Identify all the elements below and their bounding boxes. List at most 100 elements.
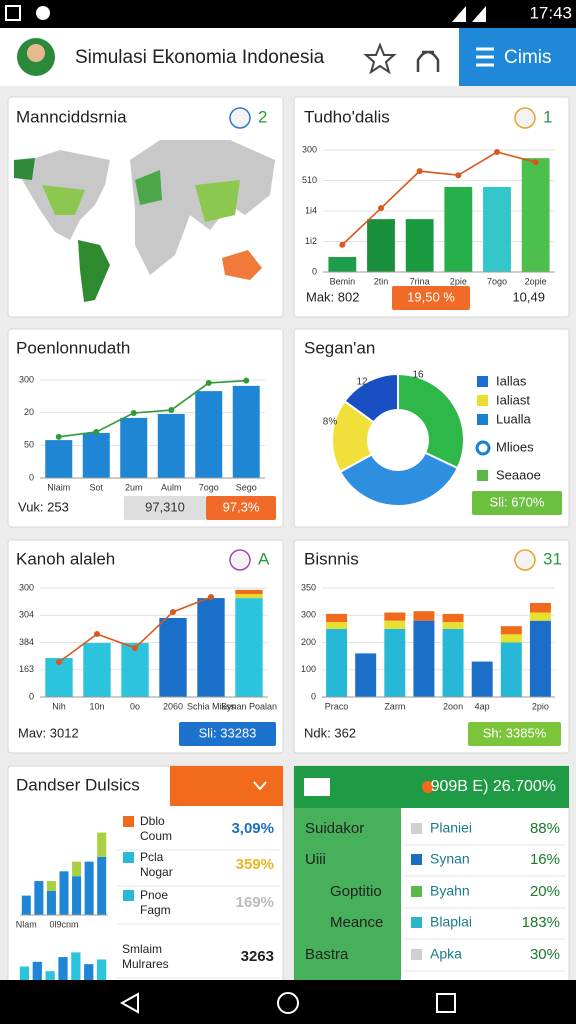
badge: 31 bbox=[543, 549, 562, 568]
dropdown[interactable] bbox=[170, 766, 283, 806]
back-button[interactable] bbox=[119, 992, 139, 1014]
badge-icon bbox=[514, 107, 536, 129]
side-label: Uiii bbox=[305, 851, 326, 868]
list-value: 3263 bbox=[241, 948, 274, 965]
row-value: 16% bbox=[530, 851, 560, 868]
footer-label: Ndk: 362 bbox=[304, 725, 356, 740]
pill bbox=[392, 286, 470, 310]
y-tick-label: 20 bbox=[24, 407, 34, 417]
bar bbox=[32, 961, 42, 990]
region bbox=[78, 240, 110, 302]
region bbox=[222, 250, 262, 280]
region bbox=[14, 158, 35, 180]
side-column bbox=[294, 808, 401, 988]
recents-button[interactable] bbox=[436, 993, 456, 1013]
y-tick-label: 100 bbox=[301, 664, 316, 674]
row-marker bbox=[411, 823, 422, 834]
bar bbox=[529, 612, 551, 621]
row-label: Blaplai bbox=[430, 914, 472, 930]
x-tick-label: Bemin bbox=[330, 276, 356, 286]
list-label: Mulrares bbox=[122, 957, 169, 971]
trend-point bbox=[170, 608, 176, 615]
bar bbox=[500, 642, 522, 697]
slice-label: 12 bbox=[356, 377, 368, 388]
star-icon[interactable] bbox=[363, 42, 397, 75]
bar bbox=[82, 432, 110, 478]
y-tick-label: 1i4 bbox=[305, 205, 317, 215]
y-tick-label: 300 bbox=[19, 582, 34, 592]
legend-marker bbox=[477, 414, 488, 425]
app-title: Simulasi Ekonomia Indonesia bbox=[75, 47, 325, 68]
world-map bbox=[14, 140, 275, 302]
pill-label: 97,310 bbox=[145, 499, 185, 514]
card-title: Dandser Dulsics bbox=[16, 775, 140, 794]
y-tick-label: 350 bbox=[301, 582, 316, 592]
legend-label: Iallas bbox=[496, 373, 527, 388]
list-marker bbox=[123, 852, 134, 863]
row-value: 30% bbox=[530, 946, 560, 963]
home-button[interactable] bbox=[277, 992, 299, 1014]
status-bar bbox=[0, 0, 576, 28]
card-title: Mannciddsrnia bbox=[16, 107, 127, 126]
bar bbox=[46, 890, 56, 915]
list-label: Pnoe bbox=[140, 888, 168, 902]
table-header-label: 909B E) 26.700% bbox=[431, 778, 556, 795]
donut-slice bbox=[397, 372, 465, 470]
row-marker bbox=[411, 917, 422, 928]
row-label: Synan bbox=[430, 851, 470, 867]
bar bbox=[72, 876, 82, 915]
trend-point bbox=[339, 241, 346, 248]
list-label: Pcla bbox=[140, 850, 164, 864]
menu-icon bbox=[476, 47, 494, 67]
badge: 2 bbox=[258, 107, 267, 126]
x-tick-label: 7ogo bbox=[487, 276, 507, 286]
bar bbox=[471, 661, 493, 697]
legend-label: Seaaoe bbox=[496, 467, 541, 482]
pill bbox=[179, 722, 276, 746]
y-tick-label: 510 bbox=[302, 175, 317, 185]
trend-point bbox=[130, 409, 137, 416]
region bbox=[195, 180, 240, 222]
profile-icon[interactable] bbox=[416, 50, 440, 72]
donut-slice bbox=[343, 372, 399, 424]
bar bbox=[367, 219, 395, 272]
list-marker bbox=[123, 816, 134, 827]
x-tick-label: Zarm bbox=[384, 701, 405, 711]
x-tick-label: 2opie bbox=[525, 276, 547, 286]
footer-label: Mav: 3012 bbox=[18, 725, 79, 740]
side-label: Bastra bbox=[305, 946, 349, 963]
bar bbox=[34, 881, 44, 915]
x-tick-label: Praco bbox=[325, 701, 349, 711]
slice-label: 8% bbox=[323, 417, 338, 428]
pill-label: 19,50 % bbox=[407, 289, 455, 304]
pill-label: 97,3% bbox=[223, 499, 260, 514]
bar bbox=[157, 413, 185, 478]
x-tick-label: 2pie bbox=[450, 276, 467, 286]
nav-bar bbox=[0, 980, 576, 1024]
trend-point bbox=[168, 407, 175, 414]
bar bbox=[96, 959, 107, 990]
row-label: Planiei bbox=[430, 820, 472, 836]
x-tick-label: 4ap bbox=[475, 701, 490, 711]
x-tick-label: Synan Poalan bbox=[221, 701, 277, 711]
avatar-face bbox=[27, 44, 45, 62]
x-tick-label: 7ogo bbox=[199, 482, 219, 492]
trend-point bbox=[208, 593, 214, 600]
x-tick-label: 2060 bbox=[163, 701, 183, 711]
trend-point bbox=[378, 205, 384, 212]
badge-icon bbox=[229, 549, 251, 571]
trend-line bbox=[58, 379, 247, 438]
badge-icon bbox=[229, 107, 251, 129]
dropdown-arrow bbox=[253, 781, 267, 791]
bar bbox=[58, 957, 68, 990]
row-marker bbox=[411, 886, 422, 897]
bar bbox=[159, 617, 187, 697]
legend-label: Ialiast bbox=[496, 392, 530, 407]
legend-marker bbox=[477, 470, 488, 481]
x-tick-label: 2tin bbox=[374, 276, 389, 286]
x-tick-label: Sot bbox=[89, 482, 103, 492]
y-tick-label: 384 bbox=[19, 637, 34, 647]
bar bbox=[197, 598, 225, 697]
y-tick-label: 163 bbox=[19, 664, 34, 674]
bar bbox=[21, 895, 31, 915]
